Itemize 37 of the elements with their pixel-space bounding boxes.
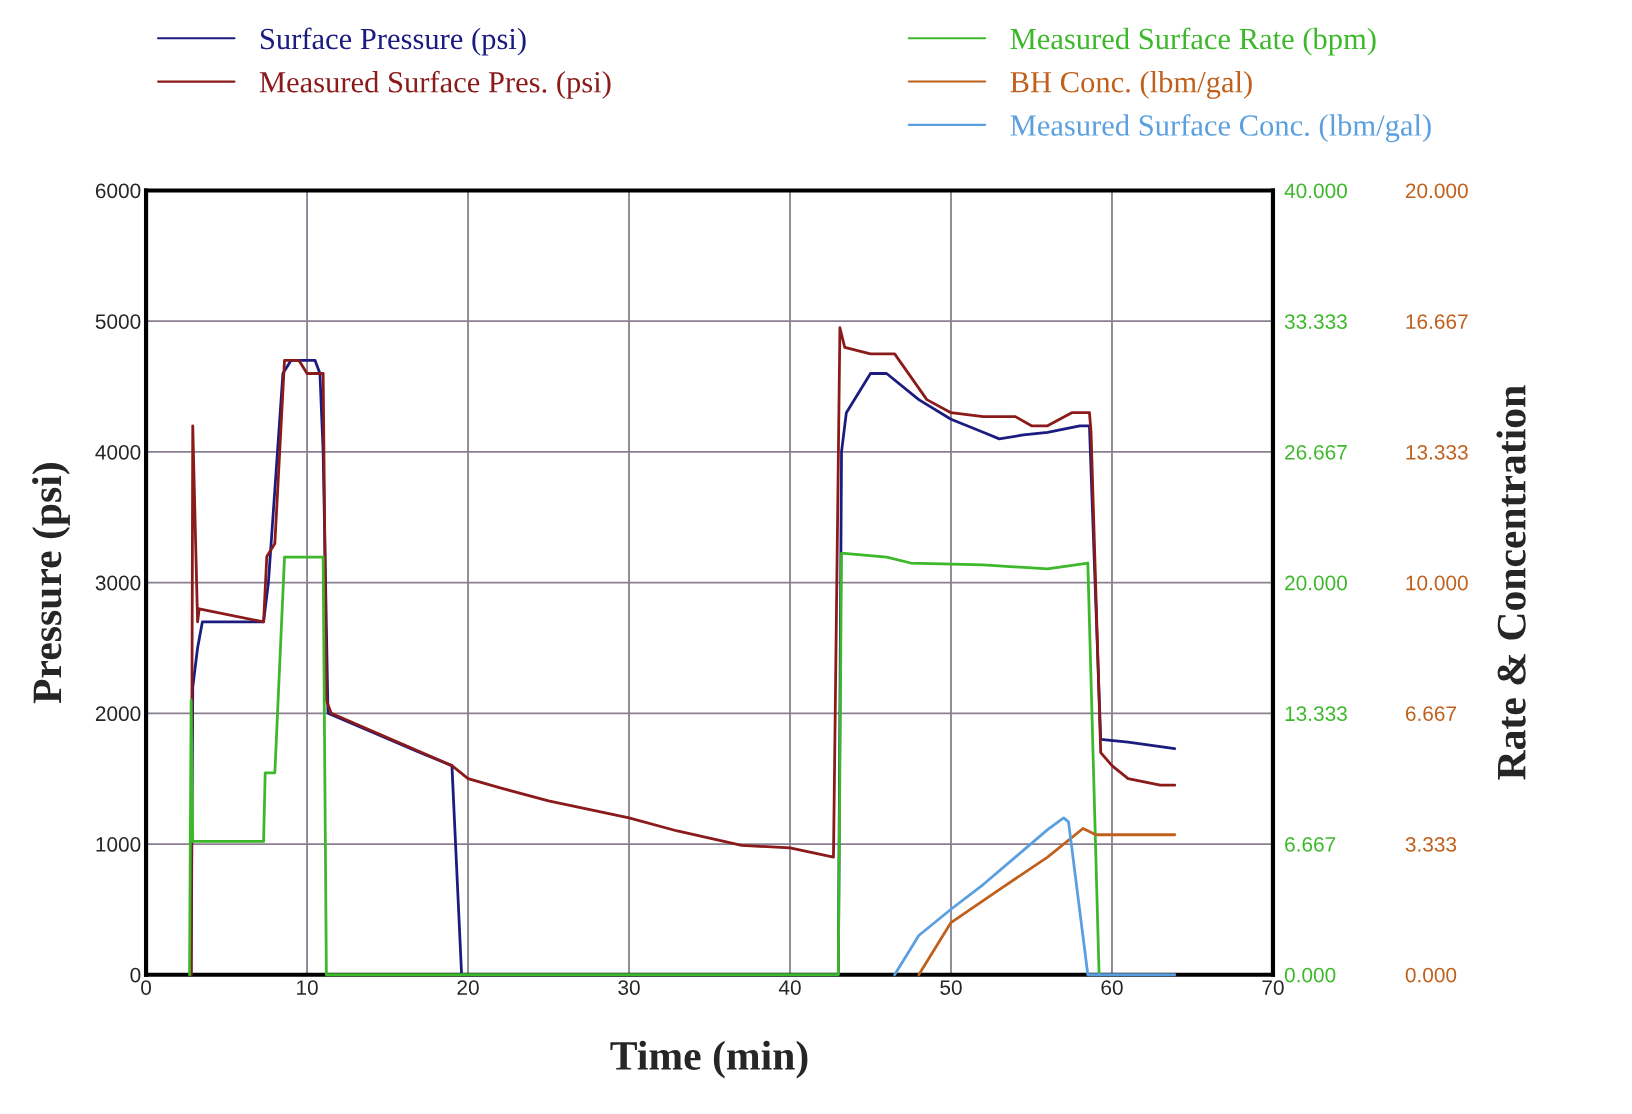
- y2-axis-title: Rate & Concentration: [1496, 385, 1526, 780]
- y2-tick-label: 6.667: [1285, 837, 1336, 852]
- y-tick-label: 6000: [95, 183, 141, 199]
- legend-label: Measured Surface Pres. (psi): [259, 70, 611, 99]
- y3-tick-label: 10.000: [1406, 575, 1468, 591]
- x-tick-label: 40: [778, 980, 801, 995]
- legend-label: Surface Pressure (psi): [260, 27, 526, 56]
- y2-tick-label: 0.000: [1284, 967, 1336, 983]
- x-tick-label: 20: [457, 980, 479, 995]
- y3-tick-label: 20.000: [1405, 183, 1468, 199]
- legend-label: Measured Surface Conc. (lbm/gal): [1010, 114, 1431, 143]
- y2-tick-label: 20.000: [1285, 575, 1347, 591]
- y-tick-label: 2000: [95, 706, 141, 722]
- x-tick-label: 0: [141, 980, 152, 995]
- y2-tick-label: 40.000: [1284, 183, 1347, 199]
- legend-label: Measured Surface Rate (bpm): [1010, 27, 1376, 56]
- x-tick-label: 70: [1262, 980, 1284, 995]
- y-tick-label: 3000: [95, 575, 141, 591]
- y2-tick-label: 26.667: [1285, 444, 1347, 460]
- x-axis-title: Time (min): [610, 1040, 808, 1079]
- y3-tick-label: 6.667: [1405, 706, 1456, 722]
- y-tick-label: 1000: [96, 837, 141, 852]
- x-tick-label: 10: [297, 980, 318, 995]
- y-tick-label: 5000: [95, 314, 141, 329]
- y-tick-label: 4000: [95, 444, 141, 460]
- y3-tick-label: 16.667: [1406, 314, 1468, 329]
- y-axis-title: Pressure (psi): [32, 463, 70, 704]
- y3-tick-label: 0.000: [1405, 967, 1457, 983]
- legend-label: BH Conc. (lbm/gal): [1010, 70, 1252, 99]
- y3-tick-label: 3.333: [1405, 837, 1457, 852]
- x-tick-label: 60: [1101, 980, 1123, 995]
- y-tick-label: 0: [130, 967, 141, 983]
- x-tick-label: 50: [940, 980, 962, 995]
- x-tick-label: 30: [618, 980, 640, 995]
- y2-tick-label: 33.333: [1284, 314, 1347, 329]
- y3-tick-label: 13.333: [1406, 444, 1468, 460]
- y2-tick-label: 13.333: [1285, 706, 1347, 722]
